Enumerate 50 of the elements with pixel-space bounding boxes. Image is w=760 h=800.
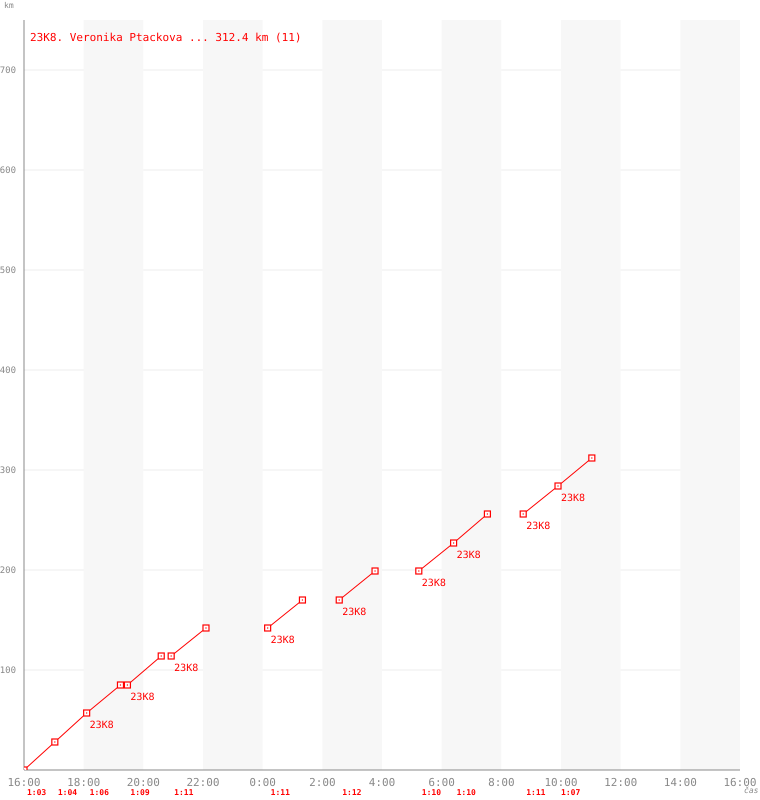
- point: [415, 567, 422, 575]
- x-tick-label: 2:00: [309, 776, 336, 789]
- point: [83, 709, 90, 717]
- x-tick-label: 14:00: [664, 776, 697, 789]
- point: [588, 454, 596, 462]
- x-tick-label: 4:00: [368, 776, 396, 789]
- annotation: 23K8: [270, 634, 295, 646]
- x-tick-label: 10:00: [544, 776, 578, 789]
- text: 23K8. Veronika Ptackova ... 312.4 km (11): [30, 31, 302, 44]
- text: 1:03: [26, 788, 46, 797]
- annotation: 23K8: [174, 662, 198, 674]
- x-tick-label: 12:00: [604, 776, 638, 789]
- text: 1:12: [342, 788, 362, 797]
- x-tick-label: 8:00: [488, 776, 515, 789]
- text: 1:11: [174, 788, 194, 797]
- point: [158, 652, 165, 660]
- annotation: 23K8: [456, 550, 481, 561]
- annotation: 23K8: [422, 578, 446, 589]
- text: 1:09: [130, 788, 150, 797]
- text: 1:11: [270, 788, 290, 797]
- x-tick-label: 6:00: [428, 776, 455, 789]
- annotation: 23K8: [90, 720, 114, 731]
- x-tick-label: 18:00: [67, 776, 100, 789]
- point: [520, 510, 527, 518]
- annotation: 23K8: [526, 520, 550, 532]
- y-tick-label: 200: [0, 566, 16, 576]
- point: [168, 652, 175, 660]
- annotation: 23K8: [561, 492, 586, 504]
- text: 1:11: [526, 788, 546, 797]
- text: 1:06: [90, 788, 110, 797]
- text: 1:07: [561, 788, 580, 797]
- x-tick-label: 0:00: [249, 776, 276, 789]
- x-tick-label: 22:00: [186, 776, 220, 789]
- point: [336, 596, 343, 604]
- text: 1:10: [422, 788, 442, 797]
- y-tick-label: 600: [0, 166, 16, 176]
- text: 1:04: [58, 788, 78, 797]
- annotation: 23K8: [130, 692, 155, 703]
- y-tick-label: 500: [0, 266, 16, 276]
- annotation: 23K8: [342, 606, 366, 618]
- x-tick-label: 16:00: [7, 776, 41, 789]
- x-tick-label: 20:00: [126, 776, 160, 789]
- y-tick-label: 100: [0, 666, 16, 676]
- point: [51, 738, 58, 746]
- x-axis-title: čas: [744, 786, 758, 795]
- text: 1:10: [456, 788, 476, 797]
- y-tick-label: 400: [0, 366, 16, 376]
- y-tick-label: 300: [0, 466, 16, 476]
- y-axis-title: km: [4, 1, 14, 10]
- y-tick-label: 700: [0, 66, 16, 76]
